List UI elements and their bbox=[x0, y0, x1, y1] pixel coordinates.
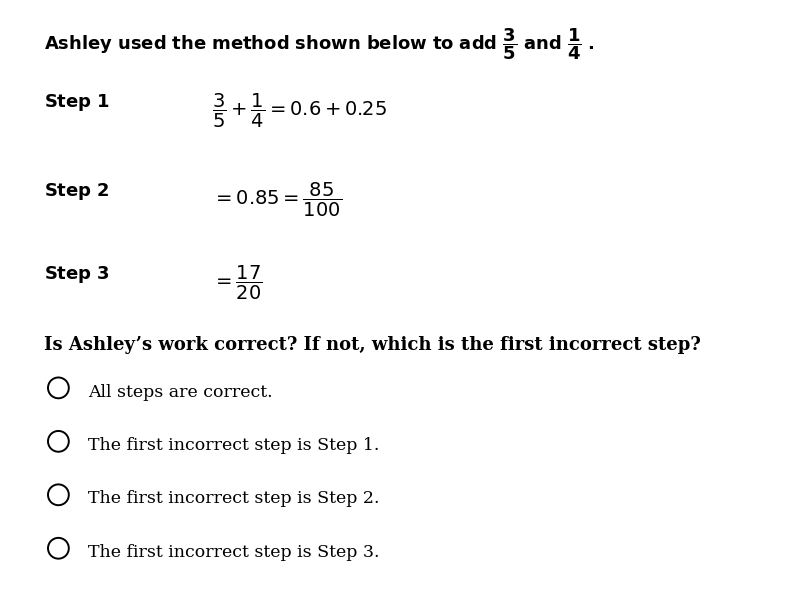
Text: $\dfrac{3}{5} + \dfrac{1}{4} = 0.6 + 0.25$: $\dfrac{3}{5} + \dfrac{1}{4} = 0.6 + 0.2… bbox=[212, 92, 387, 130]
Text: All steps are correct.: All steps are correct. bbox=[88, 384, 273, 400]
Text: $\mathbf{Step\ 1}$: $\mathbf{Step\ 1}$ bbox=[44, 92, 110, 113]
Text: $\mathbf{Step\ 2}$: $\mathbf{Step\ 2}$ bbox=[44, 181, 110, 202]
Text: Is Ashley’s work correct? If not, which is the first incorrect step?: Is Ashley’s work correct? If not, which … bbox=[44, 336, 701, 353]
Text: $\mathbf{Step\ 3}$: $\mathbf{Step\ 3}$ bbox=[44, 264, 110, 285]
Text: The first incorrect step is Step 1.: The first incorrect step is Step 1. bbox=[88, 437, 379, 454]
Text: $= 0.85 = \dfrac{85}{100}$: $= 0.85 = \dfrac{85}{100}$ bbox=[212, 181, 342, 219]
Text: $= \dfrac{17}{20}$: $= \dfrac{17}{20}$ bbox=[212, 264, 262, 302]
Text: The first incorrect step is Step 3.: The first incorrect step is Step 3. bbox=[88, 544, 379, 561]
Text: $\mathbf{Ashley\ used\ the\ method\ shown\ below\ to\ add}\ \mathbf{\dfrac{3}{5}: $\mathbf{Ashley\ used\ the\ method\ show… bbox=[44, 27, 594, 62]
Text: The first incorrect step is Step 2.: The first incorrect step is Step 2. bbox=[88, 491, 379, 507]
